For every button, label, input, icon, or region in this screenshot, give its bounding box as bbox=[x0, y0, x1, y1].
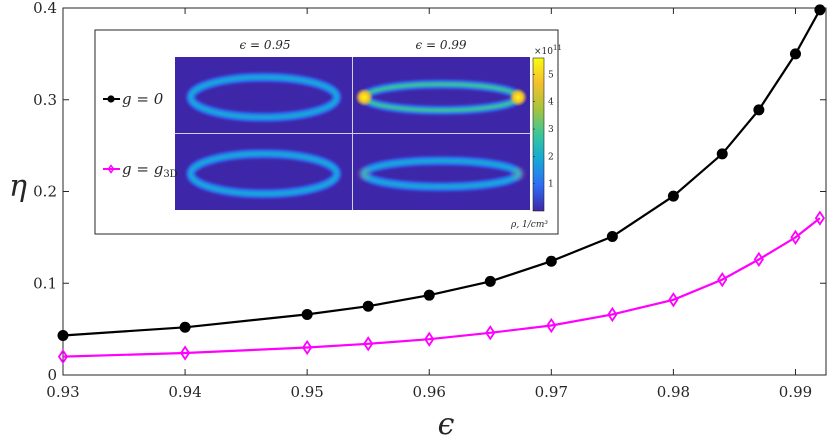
inset-col-title-2: ϵ = 0.99 bbox=[415, 38, 466, 52]
y-tick-label: 0 bbox=[47, 366, 57, 384]
x-tick-label: 0.93 bbox=[46, 383, 79, 401]
data-point bbox=[57, 330, 69, 342]
legend-label-g3d-sub: 3D bbox=[163, 169, 177, 180]
data-point bbox=[814, 4, 826, 16]
legend-label-g3d: g = g3D bbox=[122, 160, 178, 180]
density-maps bbox=[175, 57, 530, 210]
x-axis-ticks: 0.93 0.94 0.95 0.96 0.97 0.98 0.99 bbox=[46, 8, 812, 401]
colorbar-tick-label: 2 bbox=[548, 152, 554, 162]
x-axis-label: ϵ bbox=[438, 407, 455, 440]
inset-col-title-1: ϵ = 0.95 bbox=[239, 38, 290, 52]
data-point bbox=[607, 306, 618, 323]
y-axis-label: η bbox=[9, 169, 27, 204]
data-point bbox=[789, 48, 801, 60]
legend-entry-g0: g = 0 bbox=[103, 90, 164, 108]
data-point bbox=[363, 336, 374, 352]
inset-panel: ϵ = 0.95 ϵ = 0.99 g = 0 g = g3D ×1011 bbox=[94, 29, 562, 235]
density-hotspot bbox=[355, 88, 374, 107]
data-point bbox=[302, 339, 313, 356]
x-tick-label: 0.96 bbox=[413, 383, 446, 401]
colorbar-bar bbox=[532, 57, 545, 212]
data-point bbox=[668, 292, 679, 308]
data-point bbox=[179, 321, 191, 333]
data-point bbox=[485, 325, 496, 341]
legend-marker-g3d bbox=[107, 164, 115, 174]
data-point bbox=[57, 349, 69, 365]
data-point bbox=[753, 251, 764, 268]
axes: 0.93 0.94 0.95 0.96 0.97 0.98 0.99 00.10.20.30… bbox=[9, 0, 827, 440]
x-tick-label: 0.99 bbox=[779, 383, 812, 401]
colorbar-exponent: ×1011 bbox=[534, 44, 562, 57]
data-point bbox=[716, 148, 728, 160]
density-hotspot bbox=[355, 164, 374, 183]
data-point bbox=[362, 300, 374, 312]
data-point bbox=[423, 289, 435, 301]
y-tick-label: 0.1 bbox=[33, 274, 57, 292]
colorbar: ×1011 5 4 3 2 1 ρ, 1/cm³ bbox=[510, 44, 562, 230]
x-tick-label: 0.98 bbox=[657, 383, 690, 401]
x-tick-label: 0.97 bbox=[535, 383, 568, 401]
colorbar-ticks: 5 4 3 2 1 bbox=[533, 70, 554, 190]
y-tick-label: 0.4 bbox=[33, 0, 57, 17]
data-point bbox=[424, 331, 435, 347]
series-layer bbox=[57, 4, 826, 365]
density-hotspot bbox=[509, 164, 528, 183]
y-axis-ticks: 0 0.1 0.2 0.3 0.4 bbox=[33, 0, 826, 384]
colorbar-tick-label: 5 bbox=[548, 70, 554, 80]
data-point bbox=[545, 255, 557, 267]
density-ring-core bbox=[188, 75, 339, 120]
data-point bbox=[753, 104, 765, 116]
density-ring-core bbox=[188, 151, 339, 196]
density-hotspot bbox=[509, 88, 528, 107]
data-point bbox=[717, 271, 728, 288]
colorbar-tick-label: 3 bbox=[548, 125, 554, 135]
colorbar-exponent-power: 11 bbox=[553, 44, 562, 52]
legend-label-g3d-main: g = g bbox=[122, 160, 163, 178]
density-map-panel bbox=[186, 72, 342, 122]
data-point bbox=[179, 345, 191, 361]
y-tick-label: 0.3 bbox=[33, 91, 57, 109]
legend-entry-g3d: g = g3D bbox=[103, 160, 178, 180]
data-point bbox=[814, 210, 825, 226]
data-point bbox=[790, 229, 801, 245]
series-line-1 bbox=[62, 217, 821, 358]
y-tick-label: 0.2 bbox=[33, 183, 57, 201]
x-tick-label: 0.95 bbox=[290, 383, 323, 401]
data-point bbox=[301, 308, 313, 320]
data-point bbox=[484, 275, 496, 287]
colorbar-tick-label: 4 bbox=[548, 98, 554, 108]
x-tick-label: 0.94 bbox=[168, 383, 201, 401]
colorbar-tick-label: 1 bbox=[548, 180, 554, 190]
data-point bbox=[606, 230, 618, 242]
legend-marker-g0 bbox=[107, 95, 115, 103]
legend-label-g0: g = 0 bbox=[122, 90, 164, 108]
density-map-panel bbox=[186, 149, 342, 199]
data-point bbox=[546, 317, 557, 334]
colorbar-label: ρ, 1/cm³ bbox=[510, 220, 548, 230]
density-map-panel bbox=[355, 79, 528, 115]
data-point bbox=[667, 190, 679, 202]
legend: g = 0 g = g3D bbox=[103, 90, 178, 180]
density-map-panel bbox=[355, 156, 528, 192]
colorbar-exponent-base: ×10 bbox=[534, 47, 553, 57]
